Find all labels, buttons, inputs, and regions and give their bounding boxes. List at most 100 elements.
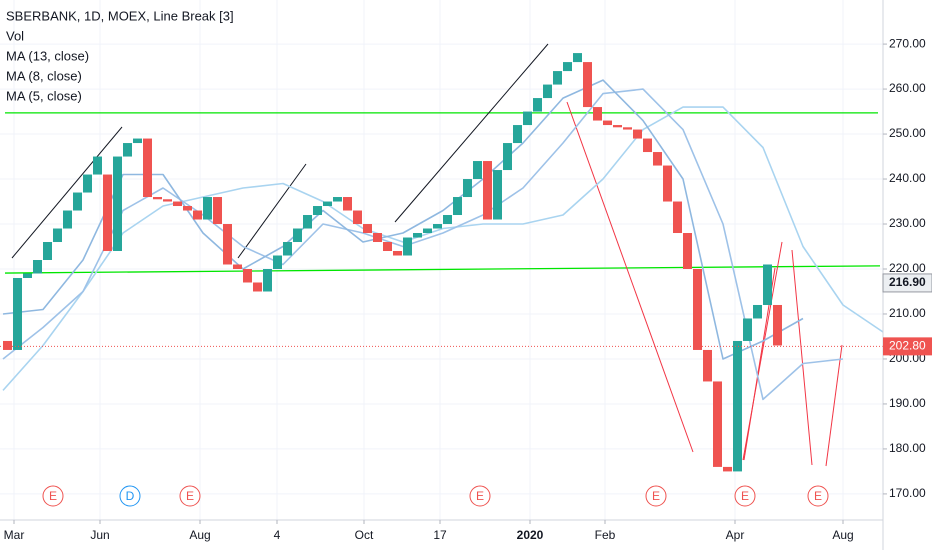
brick: [703, 349, 712, 382]
event-marker: [42, 485, 64, 507]
brick: [633, 129, 642, 139]
y-tick-label: 180.00: [889, 441, 926, 455]
trend-line: [791, 249, 813, 466]
brick: [603, 120, 612, 126]
x-tick-label: 4: [274, 528, 281, 542]
event-marker: [469, 485, 491, 507]
brick: [63, 210, 72, 229]
brick: [73, 192, 82, 211]
brick: [493, 170, 502, 220]
brick: [273, 255, 282, 269]
brick: [443, 215, 452, 225]
ref-price-box: [883, 337, 932, 356]
brick: [383, 242, 392, 252]
brick: [733, 340, 742, 472]
brick: [413, 233, 422, 238]
brick: [153, 197, 162, 200]
chart-title: SBERBANK, 1D, MOEX, Line Break [3]: [6, 8, 234, 23]
brick: [533, 98, 542, 112]
trend-line: [237, 163, 307, 259]
brick: [233, 264, 242, 269]
brick: [553, 71, 562, 85]
brick: [263, 268, 272, 292]
brick: [173, 201, 182, 207]
event-label: E: [652, 489, 660, 503]
legend-item: MA (13, close): [6, 48, 89, 63]
event-marker: [645, 485, 667, 507]
event-label: E: [741, 489, 749, 503]
x-tick-label: Aug: [189, 528, 210, 542]
y-tick-label: 210.00: [889, 306, 926, 320]
brick: [423, 228, 432, 234]
y-tick-label: 260.00: [889, 81, 926, 95]
event-marker: [734, 485, 756, 507]
x-tick-label: 17: [433, 528, 447, 542]
brick: [643, 138, 652, 153]
brick: [773, 304, 782, 346]
event-label: D: [126, 489, 135, 503]
brick: [243, 268, 252, 283]
brick: [503, 143, 512, 171]
brick: [463, 179, 472, 198]
y-tick-label: 270.00: [889, 36, 926, 50]
brick: [723, 466, 732, 472]
sloped-level: [4, 265, 881, 274]
brick: [693, 268, 702, 350]
brick: [93, 156, 102, 175]
brick: [3, 340, 12, 350]
x-tick-label: 2020: [517, 528, 544, 542]
trend-line: [825, 344, 843, 467]
brick: [193, 210, 202, 220]
brick: [573, 53, 582, 63]
x-tick-label: Mar: [4, 528, 25, 542]
ref-price-label: 202.80: [889, 339, 926, 353]
brick: [53, 228, 62, 243]
brick: [753, 304, 762, 319]
brick: [143, 138, 152, 198]
legend-item: MA (5, close): [6, 88, 82, 103]
brick: [523, 111, 532, 126]
brick: [403, 237, 412, 256]
brick: [713, 381, 722, 467]
brick: [333, 197, 342, 202]
event-marker: [179, 485, 201, 507]
y-tick-label: 240.00: [889, 171, 926, 185]
brick: [613, 125, 622, 128]
brick: [313, 206, 322, 216]
event-label: E: [814, 489, 822, 503]
moving-average: [2, 79, 804, 360]
brick: [683, 233, 692, 269]
brick: [433, 224, 442, 229]
brick: [543, 84, 552, 99]
brick: [343, 197, 352, 211]
brick: [223, 224, 232, 265]
brick: [123, 143, 132, 157]
brick: [583, 62, 592, 108]
brick: [133, 138, 142, 144]
brick: [303, 215, 312, 229]
brick: [393, 251, 402, 256]
trend-line: [11, 126, 123, 259]
brick: [623, 127, 632, 130]
event-marker: [119, 485, 141, 507]
legend-item: MA (8, close): [6, 68, 82, 83]
brick: [373, 233, 382, 243]
brick: [183, 206, 192, 211]
brick: [653, 152, 662, 166]
y-tick-label: 250.00: [889, 126, 926, 140]
brick: [673, 201, 682, 234]
trend-line: [394, 43, 549, 223]
brick: [103, 174, 112, 252]
brick: [163, 199, 172, 202]
event-label: E: [476, 489, 484, 503]
event-label: E: [49, 489, 57, 503]
brick: [593, 107, 602, 121]
trend-line: [566, 101, 694, 453]
brick: [763, 264, 772, 305]
last-price-box: [882, 273, 932, 293]
y-tick-label: 190.00: [889, 396, 926, 410]
brick: [663, 165, 672, 202]
moving-average: [2, 88, 844, 401]
brick: [483, 161, 492, 220]
